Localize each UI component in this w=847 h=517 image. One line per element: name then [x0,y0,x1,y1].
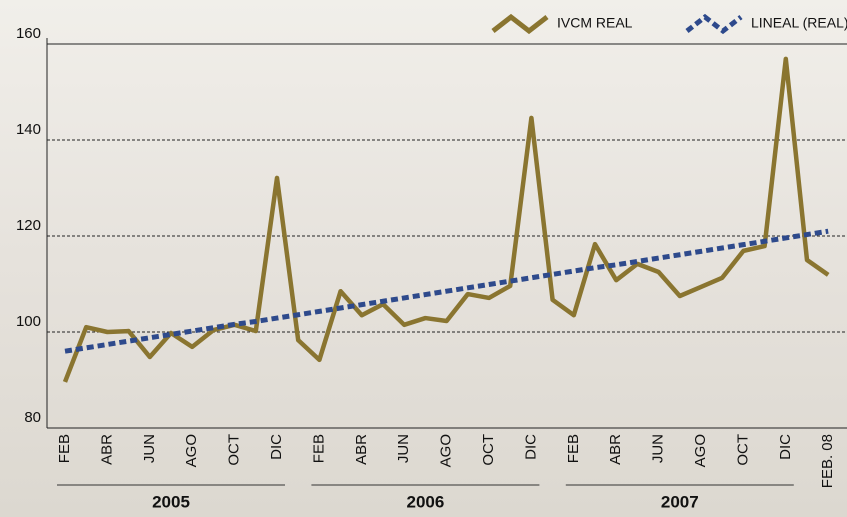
x-tick-label: ABR [607,434,624,465]
group-label: 2006 [406,492,444,511]
x-tick-label: OCT [480,434,497,466]
series-line [64,228,829,354]
x-tick-label: FEB [310,434,327,463]
y-tick-label: 80 [24,409,41,426]
x-tick-label: FEB [565,434,582,463]
x-tick-label: JUN [395,434,412,463]
y-tick-label: 160 [16,25,41,42]
x-tick-label: AGO [692,434,709,467]
legend-swatch [491,13,549,35]
x-tick-label: AGO [183,434,200,467]
group-label: 2005 [152,492,190,511]
legend-label: LINEAL (REAL) [751,15,847,31]
y-tick-label: 120 [16,217,41,234]
x-tick-label: AGO [438,434,455,467]
series-line [62,56,830,383]
y-tick-label: 100 [16,313,41,330]
x-tick-label: FEB. 08 [819,434,836,488]
x-tick-label: ABR [98,434,115,465]
x-tick-label: DIC [522,434,539,460]
x-tick-label: DIC [777,434,794,460]
group-label: 2007 [661,492,699,511]
x-tick-label: ABR [353,434,370,465]
x-tick-label: OCT [226,434,243,466]
x-tick-label: DIC [268,434,285,460]
x-tick-label: OCT [734,434,751,466]
y-tick-label: 140 [16,121,41,138]
x-tick-label: JUN [650,434,667,463]
legend-label: IVCM REAL [557,15,633,31]
x-tick-label: JUN [141,434,158,463]
legend-swatch [685,13,743,35]
x-tick-label: FEB [56,434,73,463]
